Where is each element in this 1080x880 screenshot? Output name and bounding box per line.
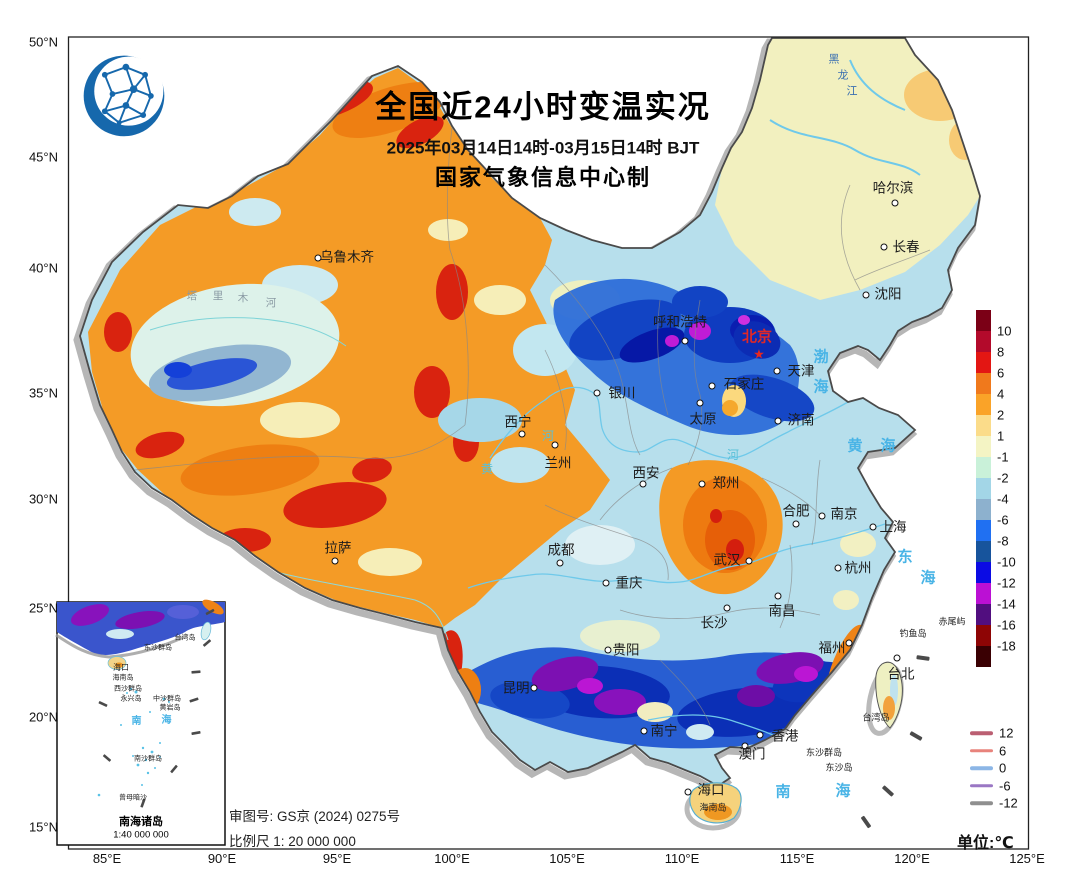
map-frame xyxy=(67,36,1030,850)
colorbar-segment xyxy=(976,310,991,331)
unit-label: 单位:℃ xyxy=(957,835,1014,852)
south-china-sea-inset xyxy=(55,599,226,846)
colorbar-segment xyxy=(976,331,991,352)
colorbar-segment xyxy=(976,625,991,646)
colorbar-segment xyxy=(976,415,991,436)
globe-network-nodes xyxy=(101,63,154,126)
approval-number: 审图号: GS京 (2024) 0275号 xyxy=(229,809,401,824)
colorbar-segment xyxy=(976,499,991,520)
colorbar-segment xyxy=(976,373,991,394)
inset-island-specks xyxy=(97,687,170,797)
map-producer: 国家气象信息中心制 xyxy=(434,165,652,190)
nmic-globe-logo xyxy=(83,55,165,137)
sea-boundary-dashes xyxy=(861,655,930,829)
map-scale-text: 比例尺 1: 20 000 000 xyxy=(229,834,356,849)
colorbar-segment xyxy=(976,457,991,478)
inset-boundary-dashes xyxy=(98,608,215,808)
colorbar-segment xyxy=(976,520,991,541)
colorbar-segment xyxy=(976,436,991,457)
map-date-range: 2025年03月14日14时-03月15日14时 BJT xyxy=(386,138,700,158)
inset-title: 南海诸岛 xyxy=(119,816,163,828)
colorbar-segment xyxy=(976,478,991,499)
national-outline xyxy=(79,37,981,788)
colorbar-segment xyxy=(976,541,991,562)
province-borders xyxy=(134,127,931,726)
colorbar xyxy=(976,310,991,667)
hainan-island xyxy=(689,782,742,824)
colorbar-segment xyxy=(976,646,991,667)
colorbar-segment xyxy=(976,604,991,625)
colorbar-segment xyxy=(976,352,991,373)
map-title: 全国近24小时变温实况 xyxy=(375,89,711,125)
inset-scale: 1:40 000 000 xyxy=(113,829,169,841)
colorbar-segment xyxy=(976,394,991,415)
taiwan-island xyxy=(875,661,903,729)
colorbar-segment xyxy=(976,583,991,604)
colorbar-segment xyxy=(976,562,991,583)
